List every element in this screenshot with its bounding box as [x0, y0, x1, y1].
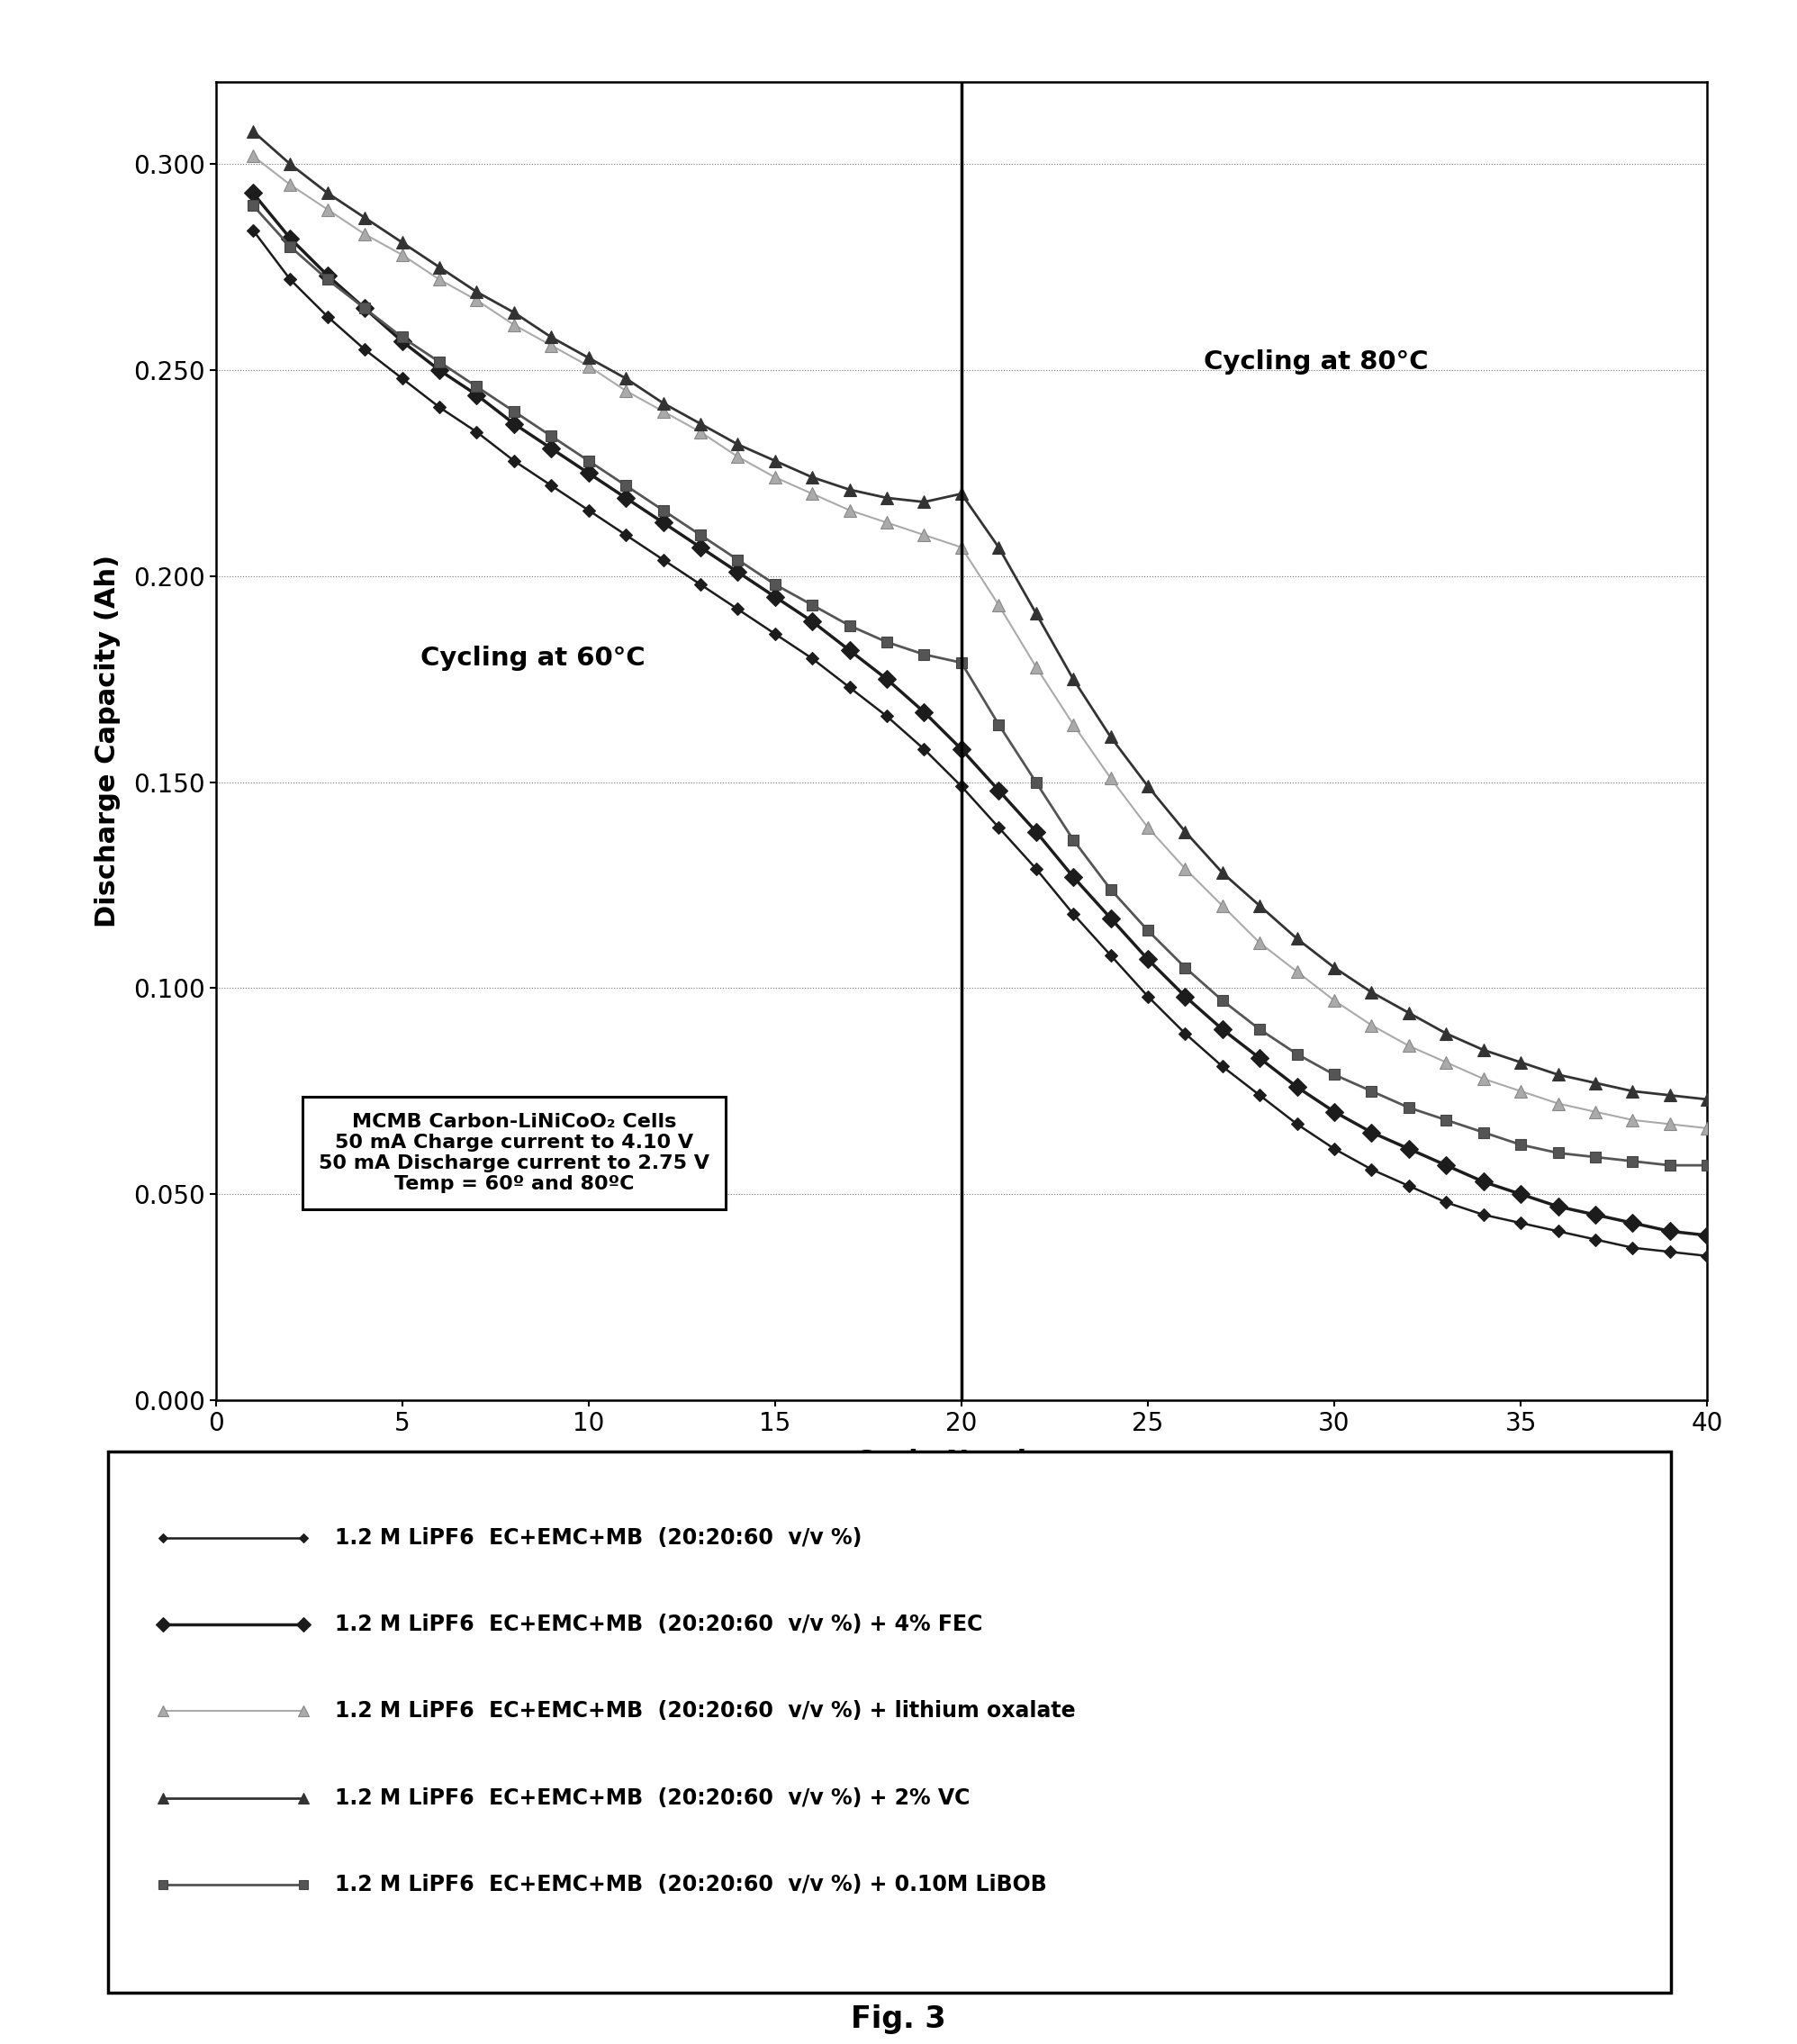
Text: Fig. 3: Fig. 3	[852, 2003, 945, 2034]
Text: 1.2 M LiPF6  EC+EMC+MB  (20:20:60  v/v %) + 2% VC: 1.2 M LiPF6 EC+EMC+MB (20:20:60 v/v %) +…	[334, 1786, 970, 1809]
Text: 1.2 M LiPF6  EC+EMC+MB  (20:20:60  v/v %) + 4% FEC: 1.2 M LiPF6 EC+EMC+MB (20:20:60 v/v %) +…	[334, 1615, 983, 1635]
Text: Cycling at 60°C: Cycling at 60°C	[420, 646, 645, 670]
FancyBboxPatch shape	[108, 1451, 1671, 1993]
Text: 1.2 M LiPF6  EC+EMC+MB  (20:20:60  v/v %): 1.2 M LiPF6 EC+EMC+MB (20:20:60 v/v %)	[334, 1527, 861, 1549]
X-axis label: Cycle Number: Cycle Number	[854, 1449, 1069, 1474]
Text: Cycling at 80°C: Cycling at 80°C	[1204, 350, 1429, 374]
Text: MCMB Carbon-LiNiCoO₂ Cells
50 mA Charge current to 4.10 V
50 mA Discharge curren: MCMB Carbon-LiNiCoO₂ Cells 50 mA Charge …	[318, 1112, 710, 1194]
Text: 1.2 M LiPF6  EC+EMC+MB  (20:20:60  v/v %) + 0.10M LiBOB: 1.2 M LiPF6 EC+EMC+MB (20:20:60 v/v %) +…	[334, 1874, 1046, 1895]
Y-axis label: Discharge Capacity (Ah): Discharge Capacity (Ah)	[95, 554, 120, 928]
Text: 1.2 M LiPF6  EC+EMC+MB  (20:20:60  v/v %) + lithium oxalate: 1.2 M LiPF6 EC+EMC+MB (20:20:60 v/v %) +…	[334, 1701, 1075, 1721]
